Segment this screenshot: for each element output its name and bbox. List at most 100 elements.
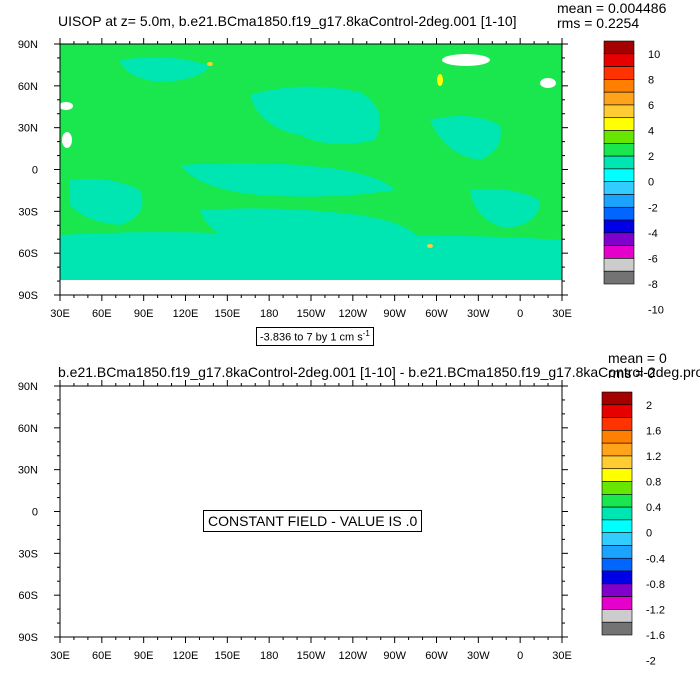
bottom-colorbar-swatch [601, 570, 633, 585]
bottom-colorbar-swatch [601, 430, 633, 444]
bottom-colorbar-swatch [601, 468, 633, 482]
bottom-colorbar-swatch [601, 455, 633, 470]
bottom-panel-title: b.e21.BCma1850.f19_g17.8kaControl-2deg.0… [58, 364, 700, 380]
negative-patch-north-pacific [250, 86, 380, 144]
bottom-colorbar-label: 0 [646, 528, 652, 540]
bottom-colorbar-swatch [601, 442, 633, 457]
top-x-axis: 30E 60E 90E 120E 150E 180 150W 120W 90W 60W 30W 0 30… [50, 38, 572, 320]
positive-spot-drake [427, 244, 433, 248]
top-colorbar-swatch [603, 143, 635, 157]
bottom-y-axis: 90N 60N 30N 0 30S 60S 90S [18, 381, 568, 644]
top-colorbar-label: -8 [648, 279, 658, 291]
bottom-colorbar-label: 0.8 [646, 477, 661, 489]
negative-patch-south-atlantic [470, 188, 540, 228]
bottom-colorbar-swatch [601, 391, 633, 406]
top-contour-range-text: -3.836 to 7 by 1 cm s [260, 331, 363, 344]
bottom-colorbar-label: -0.4 [646, 553, 665, 565]
bottom-colorbar-label: 1.6 [646, 425, 661, 437]
top-colorbar-swatch [603, 258, 635, 272]
top-colorbar-label: -4 [648, 228, 658, 240]
top-colorbar-label: -6 [648, 253, 658, 265]
top-colorbar-swatch [603, 245, 635, 259]
bottom-x-tick-label: 150E [214, 650, 240, 662]
top-y-tick-label: 60S [18, 248, 38, 260]
bottom-x-tick-label: 30E [50, 650, 70, 662]
top-colorbar-swatch [603, 130, 635, 144]
missing-patch-caspian [59, 102, 73, 110]
top-x-tick-label: 60E [92, 308, 112, 320]
top-colorbar-swatch [603, 232, 635, 246]
top-colorbar-label: -10 [648, 305, 664, 317]
bottom-x-tick-label: 0 [517, 650, 523, 662]
top-colorbar-swatch [603, 194, 635, 208]
top-colorbar-label: -2 [648, 202, 658, 214]
top-y-tick-label: 90N [18, 39, 38, 51]
top-colorbar-swatch [603, 117, 635, 131]
top-colorbar-label: 6 [648, 100, 654, 112]
missing-patch-hudson [540, 78, 556, 88]
bottom-colorbar-swatch [601, 609, 633, 623]
top-map-chart: 30E 60E 90E 120E 150E 180 150W 120W 90W 60W 30W 0 30… [18, 38, 664, 320]
bottom-x-tick-label: 30E [552, 650, 572, 662]
negative-patch-indian-ocean [70, 178, 143, 225]
bottom-x-tick-label: 120E [173, 650, 199, 662]
top-y-tick-label: 0 [32, 165, 38, 177]
top-x-tick-label: 30E [552, 308, 572, 320]
top-contour-range-label: -3.836 to 7 by 1 cm s-1 [256, 327, 374, 346]
bottom-x-tick-label: 90E [134, 650, 154, 662]
top-colorbar: 10 8 6 4 2 0 -2 -4 -6 -8 -10 [603, 40, 664, 317]
positive-spot-arctic [207, 62, 213, 66]
top-x-tick-label: 150W [297, 308, 326, 320]
top-colorbar-label: 8 [648, 74, 654, 86]
bottom-y-tick-label: 0 [32, 507, 38, 519]
top-colorbar-label: 2 [648, 151, 654, 163]
top-x-tick-label: 180 [260, 308, 278, 320]
bottom-colorbar-swatch [601, 583, 633, 597]
bottom-y-tick-label: 30S [18, 548, 38, 560]
bottom-colorbar-label: 1.2 [646, 451, 661, 463]
top-colorbar-label: 10 [648, 49, 660, 61]
missing-data-south [60, 280, 562, 295]
bottom-x-tick-label: 60E [92, 650, 112, 662]
top-x-tick-label: 150E [214, 308, 240, 320]
top-contour-range-exponent: -1 [362, 329, 370, 338]
bottom-colorbar-label: -1.2 [646, 604, 665, 616]
top-colorbar-swatch [603, 79, 635, 93]
negative-patch-north-atlantic [430, 116, 501, 160]
bottom-x-tick-label: 30W [467, 650, 490, 662]
top-colorbar-swatch [603, 53, 635, 67]
bottom-x-tick-label: 90W [383, 650, 406, 662]
bottom-colorbar-label: 0.4 [646, 502, 661, 514]
top-x-tick-label: 90E [134, 308, 154, 320]
top-panel-title: UISOP at z= 5.0m, b.e21.BCma1850.f19_g17… [58, 13, 517, 29]
top-colorbar-swatch [603, 206, 635, 221]
top-colorbar-swatch [603, 40, 635, 55]
top-y-tick-label: 30S [18, 206, 38, 218]
top-x-tick-label: 30E [50, 308, 70, 320]
negative-patch-arctic [120, 57, 210, 82]
bottom-x-tick-label: 150W [297, 650, 326, 662]
bottom-colorbar-swatch [601, 532, 633, 546]
bottom-colorbar-label: -2 [646, 656, 656, 668]
top-y-tick-label: 60N [18, 81, 38, 93]
bottom-x-tick-label: 60W [425, 650, 448, 662]
top-mean-text: mean = 0.004486 [557, 0, 667, 16]
top-y-tick-label: 30N [18, 123, 38, 135]
top-map-field [59, 44, 562, 295]
top-colorbar-swatch [603, 181, 635, 195]
bottom-colorbar-label: -0.8 [646, 579, 665, 591]
bottom-y-tick-label: 90S [18, 632, 38, 644]
bottom-rms-text: rms = 0 [608, 365, 656, 381]
top-colorbar-swatch [603, 270, 635, 285]
bottom-panel: b.e21.BCma1850.f19_g17.8kaControl-2deg.0… [0, 350, 700, 700]
top-x-tick-label: 60W [425, 308, 448, 320]
bottom-colorbar-label: 2 [646, 400, 652, 412]
bottom-colorbar-swatch [601, 557, 633, 572]
bottom-colorbar-swatch [601, 506, 633, 521]
bottom-mean-text: mean = 0 [608, 350, 667, 366]
bottom-y-tick-label: 60S [18, 590, 38, 602]
top-x-tick-label: 120E [173, 308, 199, 320]
negative-patch-southern-ocean [60, 232, 562, 280]
missing-patch-greenland [442, 54, 490, 66]
bottom-colorbar-swatch [601, 404, 633, 418]
